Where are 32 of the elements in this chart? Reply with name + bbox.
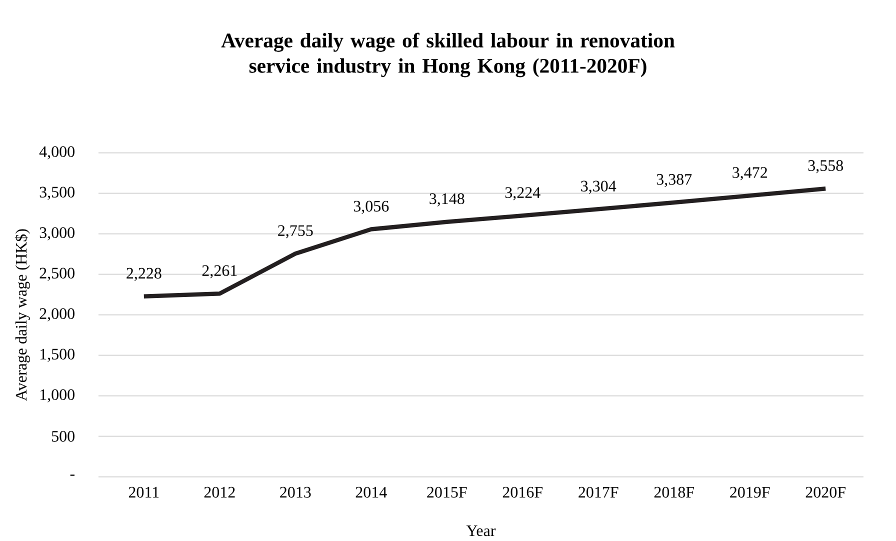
x-tick-label: 2016F	[502, 487, 543, 498]
x-tick-label: 2011	[128, 487, 159, 498]
x-tick-label: 2013	[280, 487, 311, 498]
data-label: 2,228	[126, 268, 162, 282]
data-label: 3,387	[656, 174, 692, 188]
data-label: 3,056	[354, 201, 389, 214]
x-tick-label: 2015F	[427, 487, 467, 498]
y-tick-label: 1,500	[40, 348, 74, 362]
data-label: 3,224	[505, 187, 540, 201]
y-axis-title: Average daily wage (HK$)	[14, 229, 30, 402]
data-label: 2,261	[202, 265, 237, 279]
y-tick-label: 500	[52, 431, 74, 442]
y-tick-label: 3,500	[40, 186, 74, 200]
y-tick-label: 2,000	[40, 308, 74, 322]
x-tick-label: 2018F	[654, 487, 694, 498]
x-tick-label: 2014	[356, 487, 387, 498]
y-tick-label: 1,000	[40, 389, 74, 403]
x-tick-label: 2012	[204, 487, 235, 498]
x-tick-label: 2020F	[806, 487, 846, 498]
data-label: 2,755	[278, 225, 313, 238]
data-label: 3,472	[732, 167, 767, 180]
x-tick-label: 2019F	[730, 487, 770, 498]
data-label: 3,148	[430, 194, 464, 207]
data-label: 3,304	[581, 180, 616, 194]
y-tick-label: -	[70, 474, 75, 476]
y-tick-label: 4,000	[39, 146, 74, 160]
x-tick-label: 2017F	[578, 487, 618, 498]
y-tick-label: 3,000	[40, 227, 74, 241]
data-label: 3,558	[808, 160, 843, 174]
y-tick-label: 2,500	[40, 268, 74, 282]
x-axis-title: Year	[466, 526, 496, 536]
chart-title: Average daily wage of skilled labour in renovation service industry in Hong Kong (2011-2020F)	[221, 32, 675, 78]
